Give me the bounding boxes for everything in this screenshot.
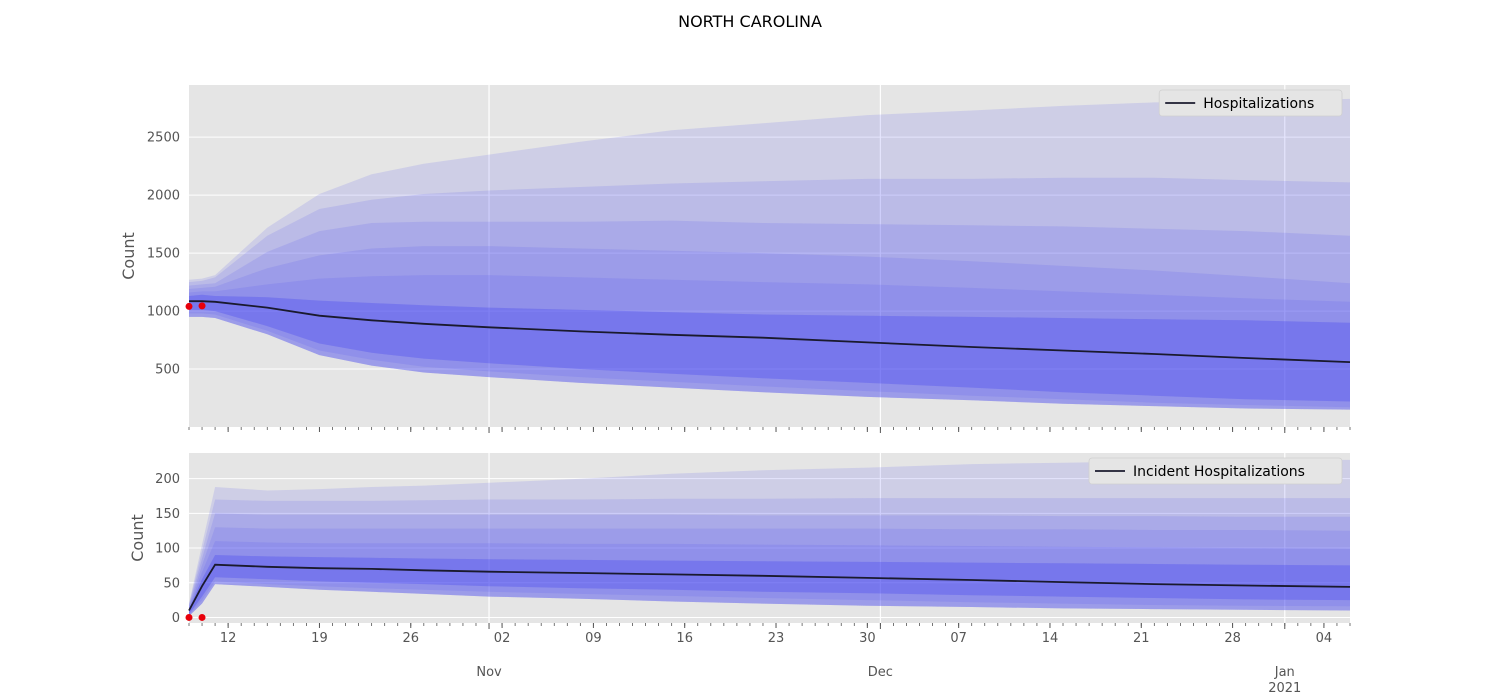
x-tick-label: 02: [494, 631, 511, 646]
x-tick-label: 12: [220, 631, 237, 646]
x-tick-label: 07: [950, 631, 967, 646]
x-month-label: Jan: [1274, 665, 1295, 680]
y-tick-label: 500: [155, 363, 180, 378]
y-tick-label: 2500: [147, 131, 180, 146]
uncertainty-band: [189, 177, 1350, 410]
uncertainty-band: [189, 541, 1350, 616]
legend-box: [1158, 89, 1343, 117]
legend-box: [1088, 457, 1343, 485]
uncertainty-band: [189, 459, 1350, 617]
x-tick-label: 04: [1316, 631, 1333, 646]
median-line: [189, 300, 1351, 363]
figure-title: NORTH CAROLINA: [678, 12, 822, 31]
uncertainty-band: [189, 513, 1350, 617]
uncertainty-band: [189, 498, 1350, 617]
uncertainty-band: [189, 527, 1350, 617]
y-tick-label: 1500: [147, 247, 180, 262]
hospitalizations-panel: 500 1000 1500 2000 2500 Count Hospitalizations: [119, 85, 1351, 433]
y-axis-label: Count: [119, 232, 138, 280]
x-tick-label: 19: [311, 631, 328, 646]
median-line: [188, 563, 1351, 611]
x-tick-label: 23: [768, 631, 785, 646]
uncertainty-band: [189, 220, 1350, 410]
legend: Hospitalizations: [1158, 89, 1343, 117]
uncertainty-band: [189, 294, 1350, 402]
plot-area: [189, 85, 1350, 427]
x-month-label: 2021: [1268, 681, 1301, 696]
observed-point: [198, 613, 206, 621]
y-axis-label: Count: [128, 514, 147, 562]
x-tick-label: 21: [1133, 631, 1150, 646]
incident-hospitalizations-panel: 0 50 100 150 200 Count Incident Hospitalizatio…: [128, 453, 1351, 696]
x-tick-label: 28: [1224, 631, 1241, 646]
uncertainty-band: [189, 275, 1350, 408]
observed-point: [185, 302, 193, 310]
y-tick-label: 50: [163, 576, 180, 591]
legend-label: Hospitalizations: [1203, 96, 1314, 112]
x-month-label: Nov: [476, 665, 502, 680]
x-tick-label: 26: [402, 631, 419, 646]
x-tick-label: 16: [676, 631, 693, 646]
uncertainty-band: [189, 98, 1350, 410]
legend-label: Incident Hospitalizations: [1133, 464, 1305, 480]
y-tick-label: 2000: [147, 189, 180, 204]
x-tick-label: 30: [859, 631, 876, 646]
x-tick-label: 09: [585, 631, 602, 646]
legend: Incident Hospitalizations: [1088, 457, 1343, 485]
observed-point: [185, 613, 193, 621]
y-tick-label: 200: [155, 472, 180, 487]
x-tick-label: 14: [1042, 631, 1059, 646]
uncertainty-band-core: [189, 555, 1350, 614]
y-tick-label: 100: [155, 542, 180, 557]
observed-point: [198, 302, 206, 310]
y-tick-label: 150: [155, 507, 180, 522]
x-month-label: Dec: [868, 665, 893, 680]
uncertainty-band: [189, 246, 1350, 410]
y-tick-label: 0: [172, 611, 180, 626]
uncertainty-band: [189, 555, 1350, 614]
uncertainty-band-core: [189, 294, 1350, 402]
y-tick-label: 1000: [147, 305, 180, 320]
